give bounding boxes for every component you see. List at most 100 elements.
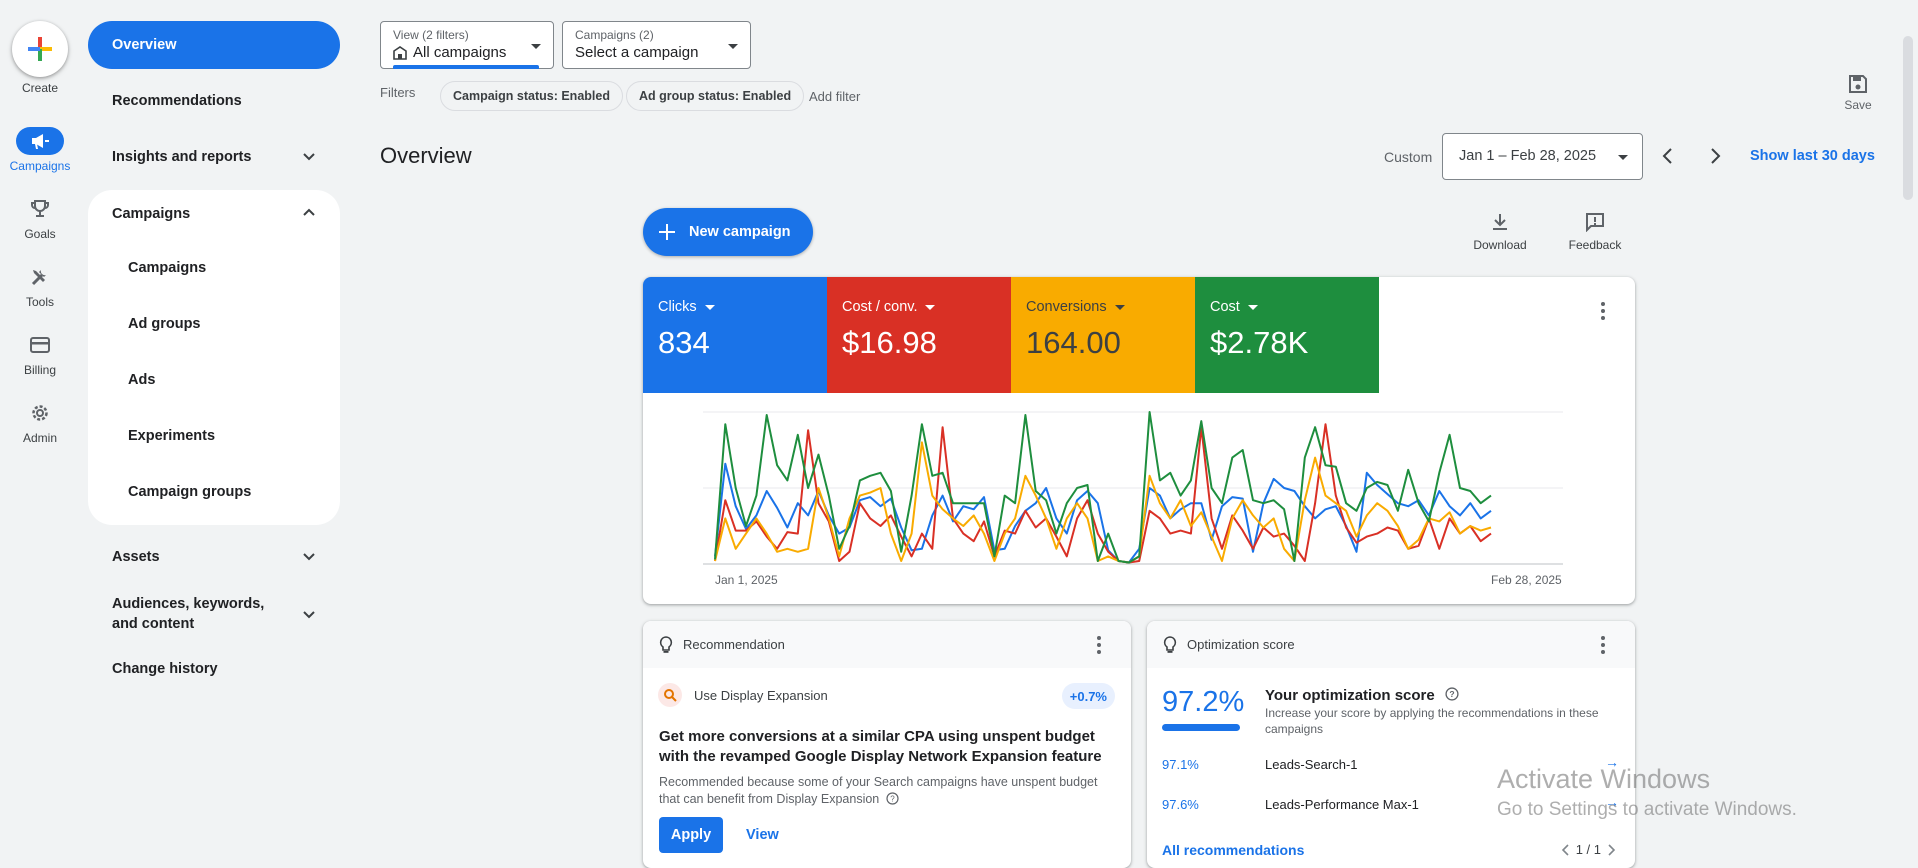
nav-item-overview[interactable]: Overview <box>88 21 340 69</box>
metric-conversions[interactable]: Conversions 164.00 <box>1011 277 1195 393</box>
caret-down-icon <box>728 44 738 49</box>
gear-icon <box>16 399 64 427</box>
caret-down-icon <box>531 44 541 49</box>
series-line-cost-conv <box>714 423 1492 564</box>
caret-down-icon <box>925 304 936 310</box>
rail-item-billing[interactable]: Billing <box>0 331 80 377</box>
nav-item-assets[interactable]: Assets <box>88 533 340 581</box>
nav-sub-campaign-groups[interactable]: Campaign groups <box>128 484 252 500</box>
nav-item-insights[interactable]: Insights and reports <box>88 133 340 181</box>
nav-sub-ad-groups[interactable]: Ad groups <box>128 316 201 332</box>
rail-item-label: Billing <box>23 363 56 377</box>
chevron-right-icon[interactable] <box>1705 146 1725 166</box>
chevron-down-icon <box>303 153 315 161</box>
filters-label: Filters <box>380 85 416 100</box>
download-button[interactable]: Download <box>1465 212 1535 252</box>
campaign-name[interactable]: Leads-Search-1 <box>1265 757 1358 772</box>
campaign-name[interactable]: Leads-Performance Max-1 <box>1265 797 1419 812</box>
metric-value: 164.00 <box>1026 325 1121 360</box>
rail-item-campaigns[interactable]: Campaigns <box>0 127 80 173</box>
date-range-dropdown[interactable]: Jan 1 – Feb 28, 2025 <box>1442 133 1643 180</box>
create-button[interactable] <box>12 21 68 77</box>
optimization-title: Your optimization score ? <box>1265 687 1459 704</box>
series-line-clicks <box>714 462 1492 564</box>
more-options-icon[interactable] <box>1601 636 1605 657</box>
nav-item-label: Assets <box>112 549 160 565</box>
nav-item-recommendations[interactable]: Recommendations <box>112 93 242 109</box>
chevron-down-icon <box>303 553 315 561</box>
x-axis-start-label: Jan 1, 2025 <box>715 573 778 587</box>
help-icon[interactable]: ? <box>886 792 899 805</box>
campaign-select-dropdown[interactable]: Campaigns (2) Select a campaign <box>562 21 751 69</box>
optimization-score-bar <box>1162 724 1240 731</box>
nav-item-change-history[interactable]: Change history <box>112 661 218 677</box>
save-label: Save <box>1844 98 1872 112</box>
rail-item-tools[interactable]: Tools <box>0 263 80 309</box>
recommendation-body: Recommended because some of your Search … <box>659 774 1119 808</box>
lightbulb-icon <box>659 635 673 653</box>
chevron-left-icon[interactable] <box>1658 146 1678 166</box>
chevron-right-icon[interactable] <box>1607 843 1617 856</box>
chevron-up-icon <box>303 208 315 216</box>
rail-item-label: Campaigns <box>9 159 71 173</box>
save-disk-icon <box>1849 75 1867 93</box>
metric-value: $2.78K <box>1210 325 1309 360</box>
new-campaign-label: New campaign <box>689 224 791 240</box>
caret-down-icon <box>1247 304 1258 310</box>
view-filter-dropdown[interactable]: View (2 filters) All campaigns <box>380 21 554 69</box>
download-label: Download <box>1473 238 1527 252</box>
watermark-line-2: Go to Settings to activate Windows. <box>1497 799 1797 820</box>
nav-sub-experiments[interactable]: Experiments <box>128 428 216 444</box>
chevron-down-icon <box>303 611 315 619</box>
performance-line-chart <box>703 411 1563 565</box>
rail-item-admin[interactable]: Admin <box>0 399 80 445</box>
optimization-header: Optimization score <box>1187 637 1295 652</box>
optimization-score-card: Optimization score 97.2% Your optimizati… <box>1147 621 1635 868</box>
nav-item-audiences[interactable]: Audiences, keywords, and content <box>88 589 340 639</box>
pagination: 1 / 1 <box>1560 842 1617 857</box>
filter-chip-campaign-status[interactable]: Campaign status: Enabled <box>440 81 623 111</box>
caret-down-icon <box>1114 304 1125 310</box>
apply-button[interactable]: Apply <box>659 817 723 853</box>
campaign-select-caption: Campaigns (2) <box>575 28 654 42</box>
filter-chip-ad-group-status[interactable]: Ad group status: Enabled <box>626 81 805 111</box>
metric-clicks[interactable]: Clicks 834 <box>643 277 827 393</box>
metric-cost[interactable]: Cost $2.78K <box>1195 277 1379 393</box>
page-title: Overview <box>380 143 472 168</box>
feedback-button[interactable]: Feedback <box>1560 212 1630 252</box>
lightbulb-icon <box>1163 635 1177 653</box>
help-icon[interactable]: ? <box>1445 687 1459 701</box>
nav-sub-campaigns[interactable]: Campaigns <box>128 260 207 276</box>
metric-cost-per-conv[interactable]: Cost / conv. $16.98 <box>827 277 1011 393</box>
arrow-right-icon[interactable]: → <box>1605 754 1619 770</box>
watermark-line-1: Activate Windows <box>1497 764 1711 794</box>
view-link[interactable]: View <box>746 827 779 843</box>
activate-windows-watermark: Activate Windows Go to Settings to activ… <box>1497 764 1797 821</box>
chevron-left-icon[interactable] <box>1560 843 1570 856</box>
nav-item-campaigns-group[interactable]: Campaigns <box>88 190 340 238</box>
more-options-icon[interactable] <box>1601 302 1605 323</box>
rail-item-goals[interactable]: Goals <box>0 195 80 241</box>
nav-sub-ads[interactable]: Ads <box>128 372 156 388</box>
nav-item-label: Audiences, keywords, and content <box>112 596 265 632</box>
nav-item-label: Insights and reports <box>112 149 252 165</box>
save-button[interactable]: Save <box>1838 74 1878 112</box>
optimization-description: Increase your score by applying the reco… <box>1265 706 1599 736</box>
show-last-30-days-link[interactable]: Show last 30 days <box>1750 148 1875 164</box>
recommendation-card: Recommendation Use Display Expansion +0.… <box>643 621 1131 868</box>
campaigns-megaphone-icon <box>16 127 64 155</box>
metric-label: Conversions <box>1026 299 1107 315</box>
more-options-icon[interactable] <box>1097 636 1101 657</box>
credit-card-icon <box>16 331 64 359</box>
svg-text:?: ? <box>1449 689 1454 699</box>
all-recommendations-link[interactable]: All recommendations <box>1162 842 1305 858</box>
arrow-right-icon[interactable]: → <box>1605 794 1619 810</box>
plus-icon <box>28 37 52 61</box>
create-label: Create <box>21 81 59 95</box>
add-filter-link[interactable]: Add filter <box>809 89 861 104</box>
new-campaign-button[interactable]: New campaign <box>643 208 813 256</box>
feedback-icon <box>1586 213 1604 232</box>
campaign-select-value: Select a campaign <box>575 44 699 61</box>
nav-item-label: Campaigns <box>112 206 191 222</box>
page-scrollbar[interactable] <box>1903 36 1913 200</box>
